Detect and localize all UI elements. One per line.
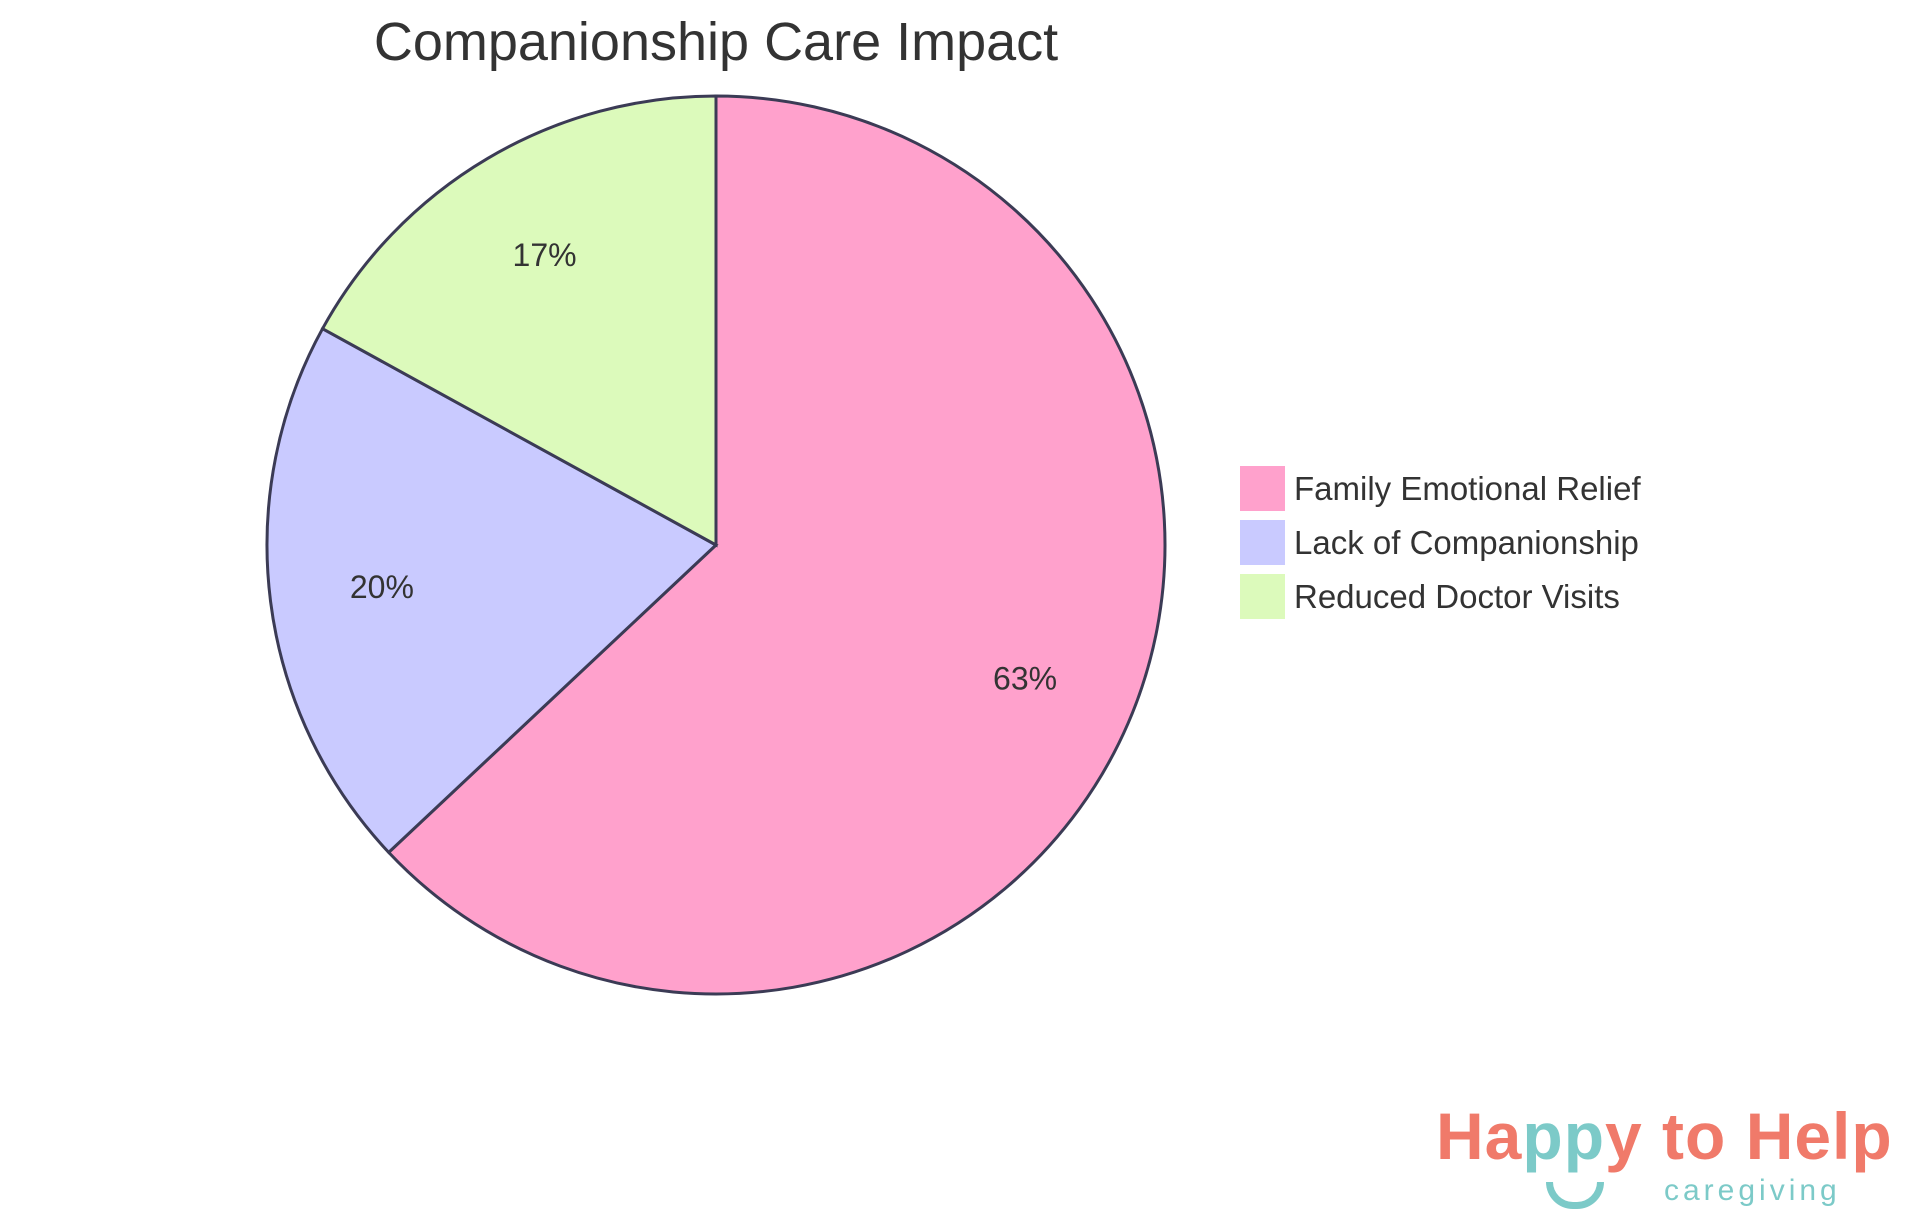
legend-swatch [1240, 574, 1285, 619]
logo-text-b: pp [1522, 1099, 1606, 1173]
legend-swatch [1240, 466, 1285, 511]
pie-slice [386, 94, 1167, 996]
slice-label: 20% [350, 569, 414, 605]
happy-to-help-logo: Happy to Help caregiving [1436, 1103, 1906, 1210]
logo-wordmark: Happy to Help [1436, 1103, 1893, 1169]
legend-label: Family Emotional Relief [1294, 470, 1641, 507]
smile-icon [1546, 1182, 1604, 1209]
logo-subtitle: caregiving [1664, 1174, 1841, 1207]
chart-title: Companionship Care Impact [374, 12, 1058, 72]
logo-text-c: y to Help [1605, 1099, 1893, 1173]
slice-label: 63% [993, 661, 1057, 697]
legend-label: Reduced Doctor Visits [1294, 578, 1620, 615]
pie-slice [265, 326, 719, 855]
legend-label: Lack of Companionship [1294, 524, 1639, 561]
legend-swatch [1240, 520, 1285, 565]
logo-text-a: Ha [1436, 1099, 1523, 1173]
slice-label: 17% [513, 237, 577, 273]
pie-slice [320, 94, 718, 548]
